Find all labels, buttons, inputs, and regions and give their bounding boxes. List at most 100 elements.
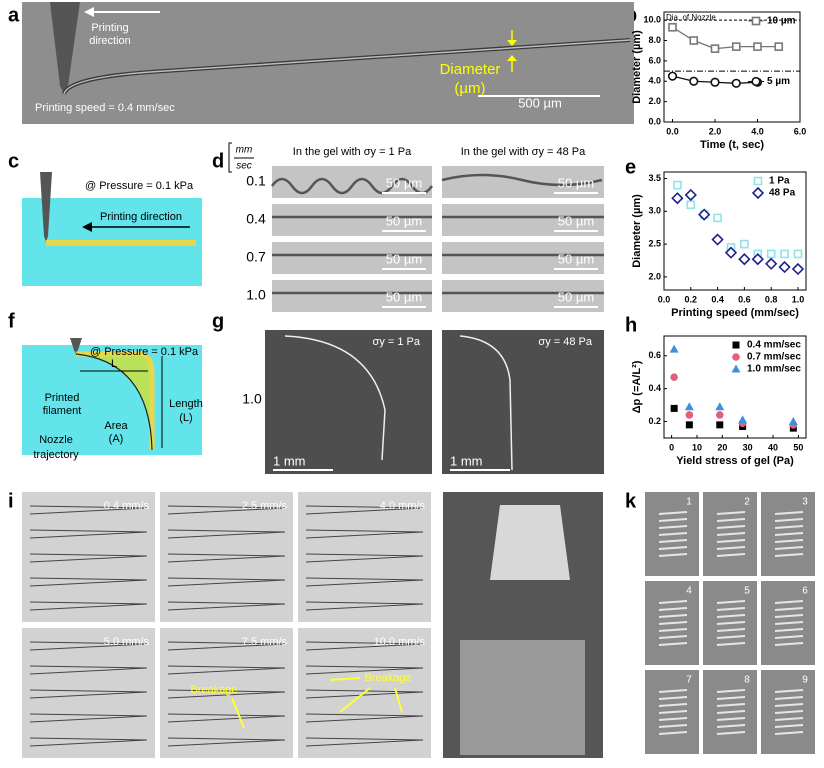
arrowhead	[507, 55, 517, 61]
shape	[305, 713, 424, 723]
label: 4.0 mm/s	[380, 500, 426, 512]
print	[716, 532, 746, 536]
panel-label: c	[8, 150, 19, 172]
data-point	[673, 180, 682, 190]
print	[774, 525, 804, 529]
shape	[29, 689, 148, 699]
arrowhead	[84, 7, 94, 17]
label: Printed	[45, 392, 80, 404]
print	[716, 717, 746, 721]
data-point	[715, 402, 725, 411]
shape	[167, 577, 286, 587]
container	[460, 640, 585, 755]
label: 50 µm	[558, 175, 594, 190]
print	[658, 525, 688, 529]
print	[774, 642, 804, 646]
print	[658, 532, 688, 536]
shape	[29, 665, 148, 675]
label: 1 mm	[450, 453, 483, 468]
label: 0.4 mm/s	[104, 500, 150, 512]
legend-marker	[731, 364, 741, 373]
x-tick-label: 30	[743, 442, 753, 452]
area	[76, 354, 152, 450]
x-tick-label: 0	[669, 442, 674, 452]
label: Length	[169, 398, 203, 410]
shape	[167, 601, 286, 611]
print	[658, 614, 688, 618]
panel-label: g	[212, 310, 224, 332]
label: 4	[686, 586, 692, 597]
data-point	[766, 249, 776, 259]
arrow	[231, 697, 245, 729]
data-point	[710, 77, 720, 87]
x-tick-label: 6.0	[794, 126, 807, 136]
label: Breakage	[190, 684, 237, 696]
panel-label: d	[212, 150, 224, 172]
label: 50 µm	[386, 289, 422, 304]
y-tick-label: 3.0	[648, 206, 661, 216]
shape	[305, 505, 424, 515]
shape	[228, 142, 232, 173]
x-tick-label: 0.6	[738, 294, 751, 304]
y-tick-label: 2.5	[648, 238, 661, 248]
label: In the gel with σy = 48 Pa	[461, 146, 586, 158]
print	[658, 696, 688, 700]
label: 2	[744, 497, 750, 508]
print	[774, 607, 804, 611]
print	[716, 621, 746, 625]
label: mm	[236, 145, 253, 156]
data-point	[793, 249, 803, 259]
label: 1	[686, 497, 692, 508]
plot-frame	[663, 335, 807, 439]
legend-label: 1 Pa	[769, 176, 790, 187]
label: (A)	[109, 433, 124, 445]
data-point	[670, 373, 678, 381]
print	[716, 703, 746, 707]
shape	[459, 335, 513, 471]
label: σy = 1 Pa	[373, 336, 421, 348]
x-tick-label: 0.0	[658, 294, 671, 304]
print	[774, 614, 804, 618]
label: @ Pressure = 0.1 kPa	[85, 180, 194, 192]
print	[658, 546, 688, 550]
print	[658, 539, 688, 543]
legend-label: 0.4 mm/sec	[747, 340, 801, 351]
label: 5	[744, 586, 750, 597]
legend-label: 1.0 mm/sec	[747, 364, 801, 375]
arrowhead	[82, 222, 92, 232]
data-point	[791, 262, 805, 276]
y-tick-label: 8.0	[648, 35, 661, 45]
label: 3	[802, 497, 808, 508]
label: 0.1	[246, 173, 266, 189]
label: σy = 48 Pa	[538, 336, 592, 348]
data-point	[685, 411, 694, 419]
data-point	[713, 213, 722, 223]
print	[716, 525, 746, 529]
print	[774, 539, 804, 543]
arrow	[329, 677, 403, 713]
y-axis-label: Diameter (µm)	[631, 194, 643, 268]
print	[716, 553, 746, 557]
data-point	[738, 253, 751, 266]
trajectory	[75, 353, 153, 451]
shape	[305, 641, 424, 651]
data-point	[684, 402, 694, 411]
shape	[167, 529, 286, 539]
label: Printing direction	[100, 211, 182, 223]
label: L	[111, 358, 117, 370]
print	[716, 642, 746, 646]
label: 50 µm	[386, 213, 422, 228]
x-tick-label: 50	[793, 442, 803, 452]
shape	[29, 505, 148, 515]
print	[658, 635, 688, 639]
print	[716, 710, 746, 714]
nozzle	[50, 2, 80, 94]
data-point	[731, 42, 741, 51]
print	[716, 628, 746, 632]
print	[774, 724, 804, 728]
y-tick-label: 3.5	[648, 173, 661, 183]
shape	[305, 577, 424, 587]
data-point	[724, 246, 738, 259]
print	[716, 539, 746, 543]
data-point	[710, 44, 720, 53]
